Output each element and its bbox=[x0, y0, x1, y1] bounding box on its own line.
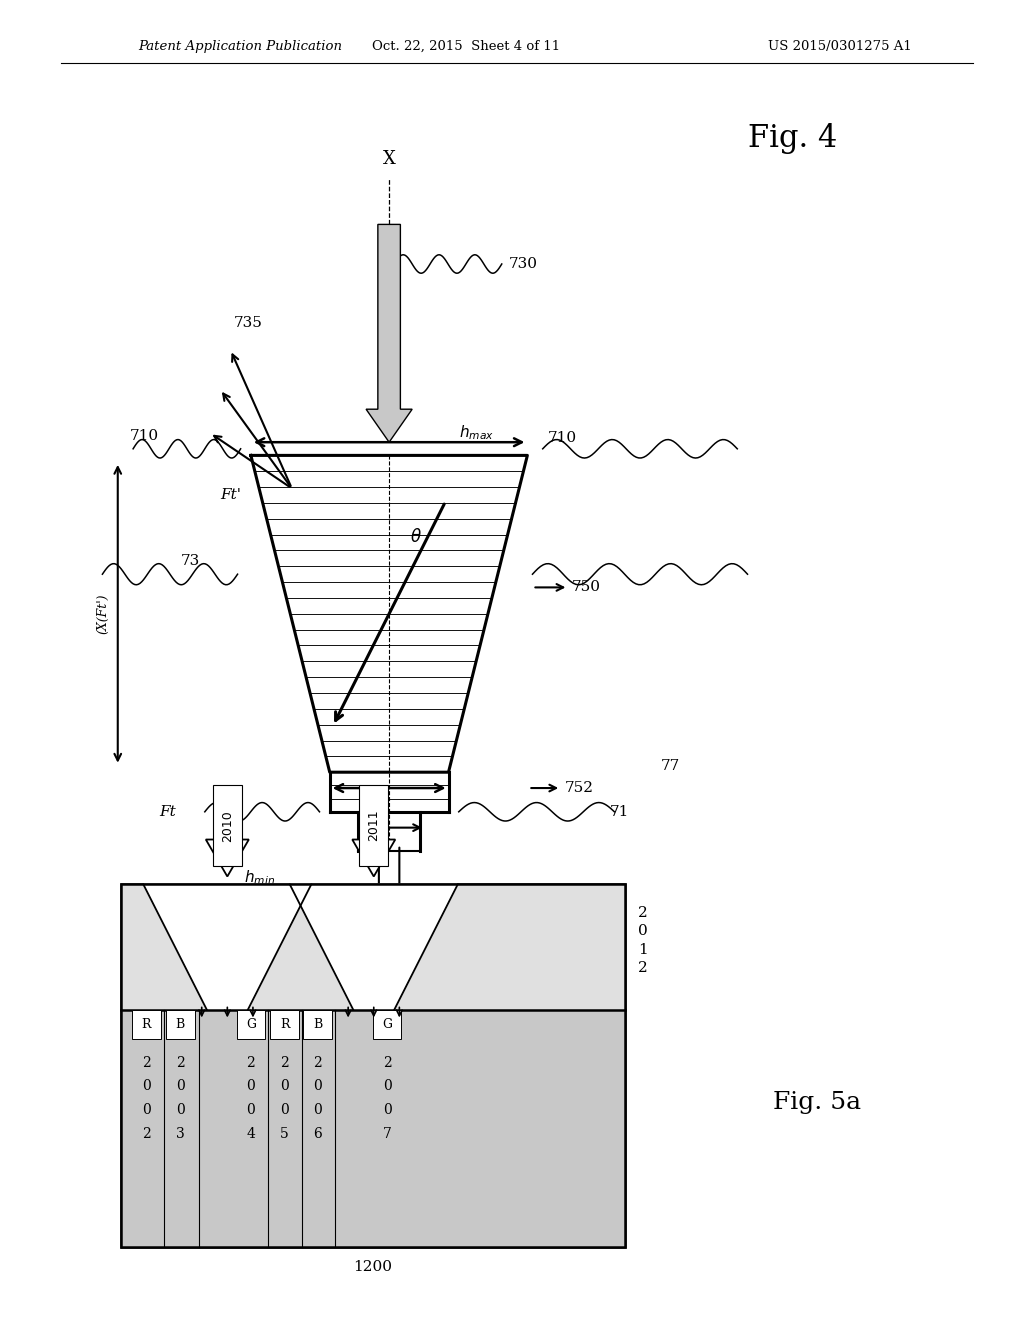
Text: 2
0
1
2: 2 0 1 2 bbox=[638, 906, 648, 975]
Text: 0: 0 bbox=[142, 1080, 151, 1093]
Bar bbox=[373, 1010, 401, 1039]
Text: 5: 5 bbox=[281, 1127, 289, 1140]
Text: (X(Ft'): (X(Ft') bbox=[96, 594, 109, 634]
Text: 0: 0 bbox=[247, 1080, 255, 1093]
Text: Ft: Ft bbox=[160, 805, 176, 818]
Bar bbox=[121, 1010, 625, 1247]
FancyArrow shape bbox=[206, 789, 249, 876]
Text: 2011: 2011 bbox=[368, 810, 380, 841]
Text: 7: 7 bbox=[383, 1127, 391, 1140]
Bar bbox=[121, 884, 625, 1247]
Text: 750: 750 bbox=[571, 581, 600, 594]
Text: $h_{min}$: $h_{min}$ bbox=[244, 869, 274, 887]
Bar bbox=[132, 1010, 161, 1039]
Text: X: X bbox=[383, 908, 395, 927]
Text: Fig. 5a: Fig. 5a bbox=[773, 1090, 861, 1114]
Bar bbox=[359, 785, 388, 866]
Text: 0: 0 bbox=[176, 1104, 184, 1117]
Text: 2: 2 bbox=[247, 1056, 255, 1069]
Text: R: R bbox=[280, 1018, 290, 1031]
Text: 73: 73 bbox=[180, 554, 200, 568]
FancyArrow shape bbox=[352, 789, 395, 876]
Text: 0: 0 bbox=[313, 1104, 322, 1117]
Text: 0: 0 bbox=[383, 1080, 391, 1093]
Bar bbox=[121, 884, 625, 1247]
Text: 0: 0 bbox=[176, 1080, 184, 1093]
Text: 1200: 1200 bbox=[353, 1261, 392, 1274]
Bar bbox=[237, 1010, 265, 1039]
Text: 71: 71 bbox=[609, 805, 629, 818]
Text: 710: 710 bbox=[548, 432, 577, 445]
Text: 740: 740 bbox=[334, 924, 362, 939]
Text: 2: 2 bbox=[383, 1056, 391, 1069]
Polygon shape bbox=[251, 455, 527, 772]
Text: Ft': Ft' bbox=[220, 488, 242, 502]
Text: 2: 2 bbox=[142, 1056, 151, 1069]
Text: 2: 2 bbox=[176, 1056, 184, 1069]
Text: B: B bbox=[312, 1018, 323, 1031]
Text: 730: 730 bbox=[509, 257, 538, 271]
Polygon shape bbox=[290, 884, 458, 1010]
Polygon shape bbox=[330, 772, 449, 812]
Text: 4: 4 bbox=[247, 1127, 255, 1140]
Bar bbox=[270, 1010, 299, 1039]
Text: G: G bbox=[382, 1018, 392, 1031]
Text: Fig. 4: Fig. 4 bbox=[748, 123, 837, 154]
Text: 6: 6 bbox=[313, 1127, 322, 1140]
Text: Oct. 22, 2015  Sheet 4 of 11: Oct. 22, 2015 Sheet 4 of 11 bbox=[372, 40, 560, 53]
Text: $h_{max}$: $h_{max}$ bbox=[459, 424, 494, 442]
Text: 735: 735 bbox=[233, 315, 262, 330]
Text: 0: 0 bbox=[281, 1104, 289, 1117]
Text: 0: 0 bbox=[247, 1104, 255, 1117]
Text: X: X bbox=[383, 149, 395, 168]
Text: 0: 0 bbox=[383, 1104, 391, 1117]
Polygon shape bbox=[358, 812, 420, 851]
Text: 2: 2 bbox=[281, 1056, 289, 1069]
Text: 2: 2 bbox=[313, 1056, 322, 1069]
Text: 0: 0 bbox=[313, 1080, 322, 1093]
Text: AXIS: AXIS bbox=[370, 961, 409, 974]
Text: PROPAGATION: PROPAGATION bbox=[330, 939, 449, 952]
Text: 3: 3 bbox=[176, 1127, 184, 1140]
Bar bbox=[213, 785, 242, 866]
Text: 0: 0 bbox=[142, 1104, 151, 1117]
Text: 77: 77 bbox=[660, 759, 680, 772]
Text: 760: 760 bbox=[432, 884, 461, 898]
Text: $\theta$: $\theta$ bbox=[410, 528, 422, 546]
Text: 710: 710 bbox=[130, 429, 159, 442]
Text: 2: 2 bbox=[142, 1127, 151, 1140]
Text: G: G bbox=[246, 1018, 256, 1031]
Text: 0: 0 bbox=[281, 1080, 289, 1093]
Bar bbox=[166, 1010, 195, 1039]
Text: 2008: 2008 bbox=[236, 940, 274, 954]
Text: Patent Application Publication: Patent Application Publication bbox=[138, 40, 342, 53]
Text: R: R bbox=[141, 1018, 152, 1031]
Text: 2009: 2009 bbox=[382, 940, 421, 954]
Text: US 2015/0301275 A1: US 2015/0301275 A1 bbox=[768, 40, 911, 53]
Polygon shape bbox=[143, 884, 311, 1010]
Text: 752: 752 bbox=[565, 781, 594, 795]
Text: B: B bbox=[175, 1018, 185, 1031]
Bar bbox=[121, 884, 625, 1010]
FancyArrow shape bbox=[367, 224, 412, 442]
Bar bbox=[303, 1010, 332, 1039]
Text: 2010: 2010 bbox=[221, 809, 233, 842]
